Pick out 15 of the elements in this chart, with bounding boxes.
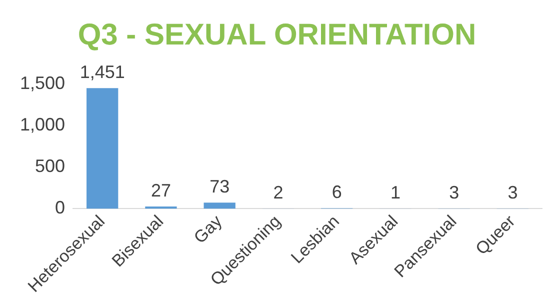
data-label: 73	[210, 176, 230, 197]
y-tick-label: 1,500	[20, 72, 66, 93]
data-label: 27	[150, 180, 171, 200]
chart-title: Q3 - SEXUAL ORIENTATION	[78, 18, 476, 52]
y-tick-label: 500	[34, 156, 66, 176]
bar	[86, 88, 118, 209]
data-label: 1	[390, 182, 400, 203]
bar	[204, 202, 236, 209]
y-tick-label: 1,000	[20, 114, 66, 135]
data-label: 1,451	[80, 62, 125, 82]
data-label: 6	[332, 182, 342, 202]
data-label: 2	[273, 182, 284, 203]
y-tick-label: 0	[55, 198, 66, 218]
data-label: 3	[508, 182, 518, 202]
data-label: 3	[449, 182, 460, 202]
